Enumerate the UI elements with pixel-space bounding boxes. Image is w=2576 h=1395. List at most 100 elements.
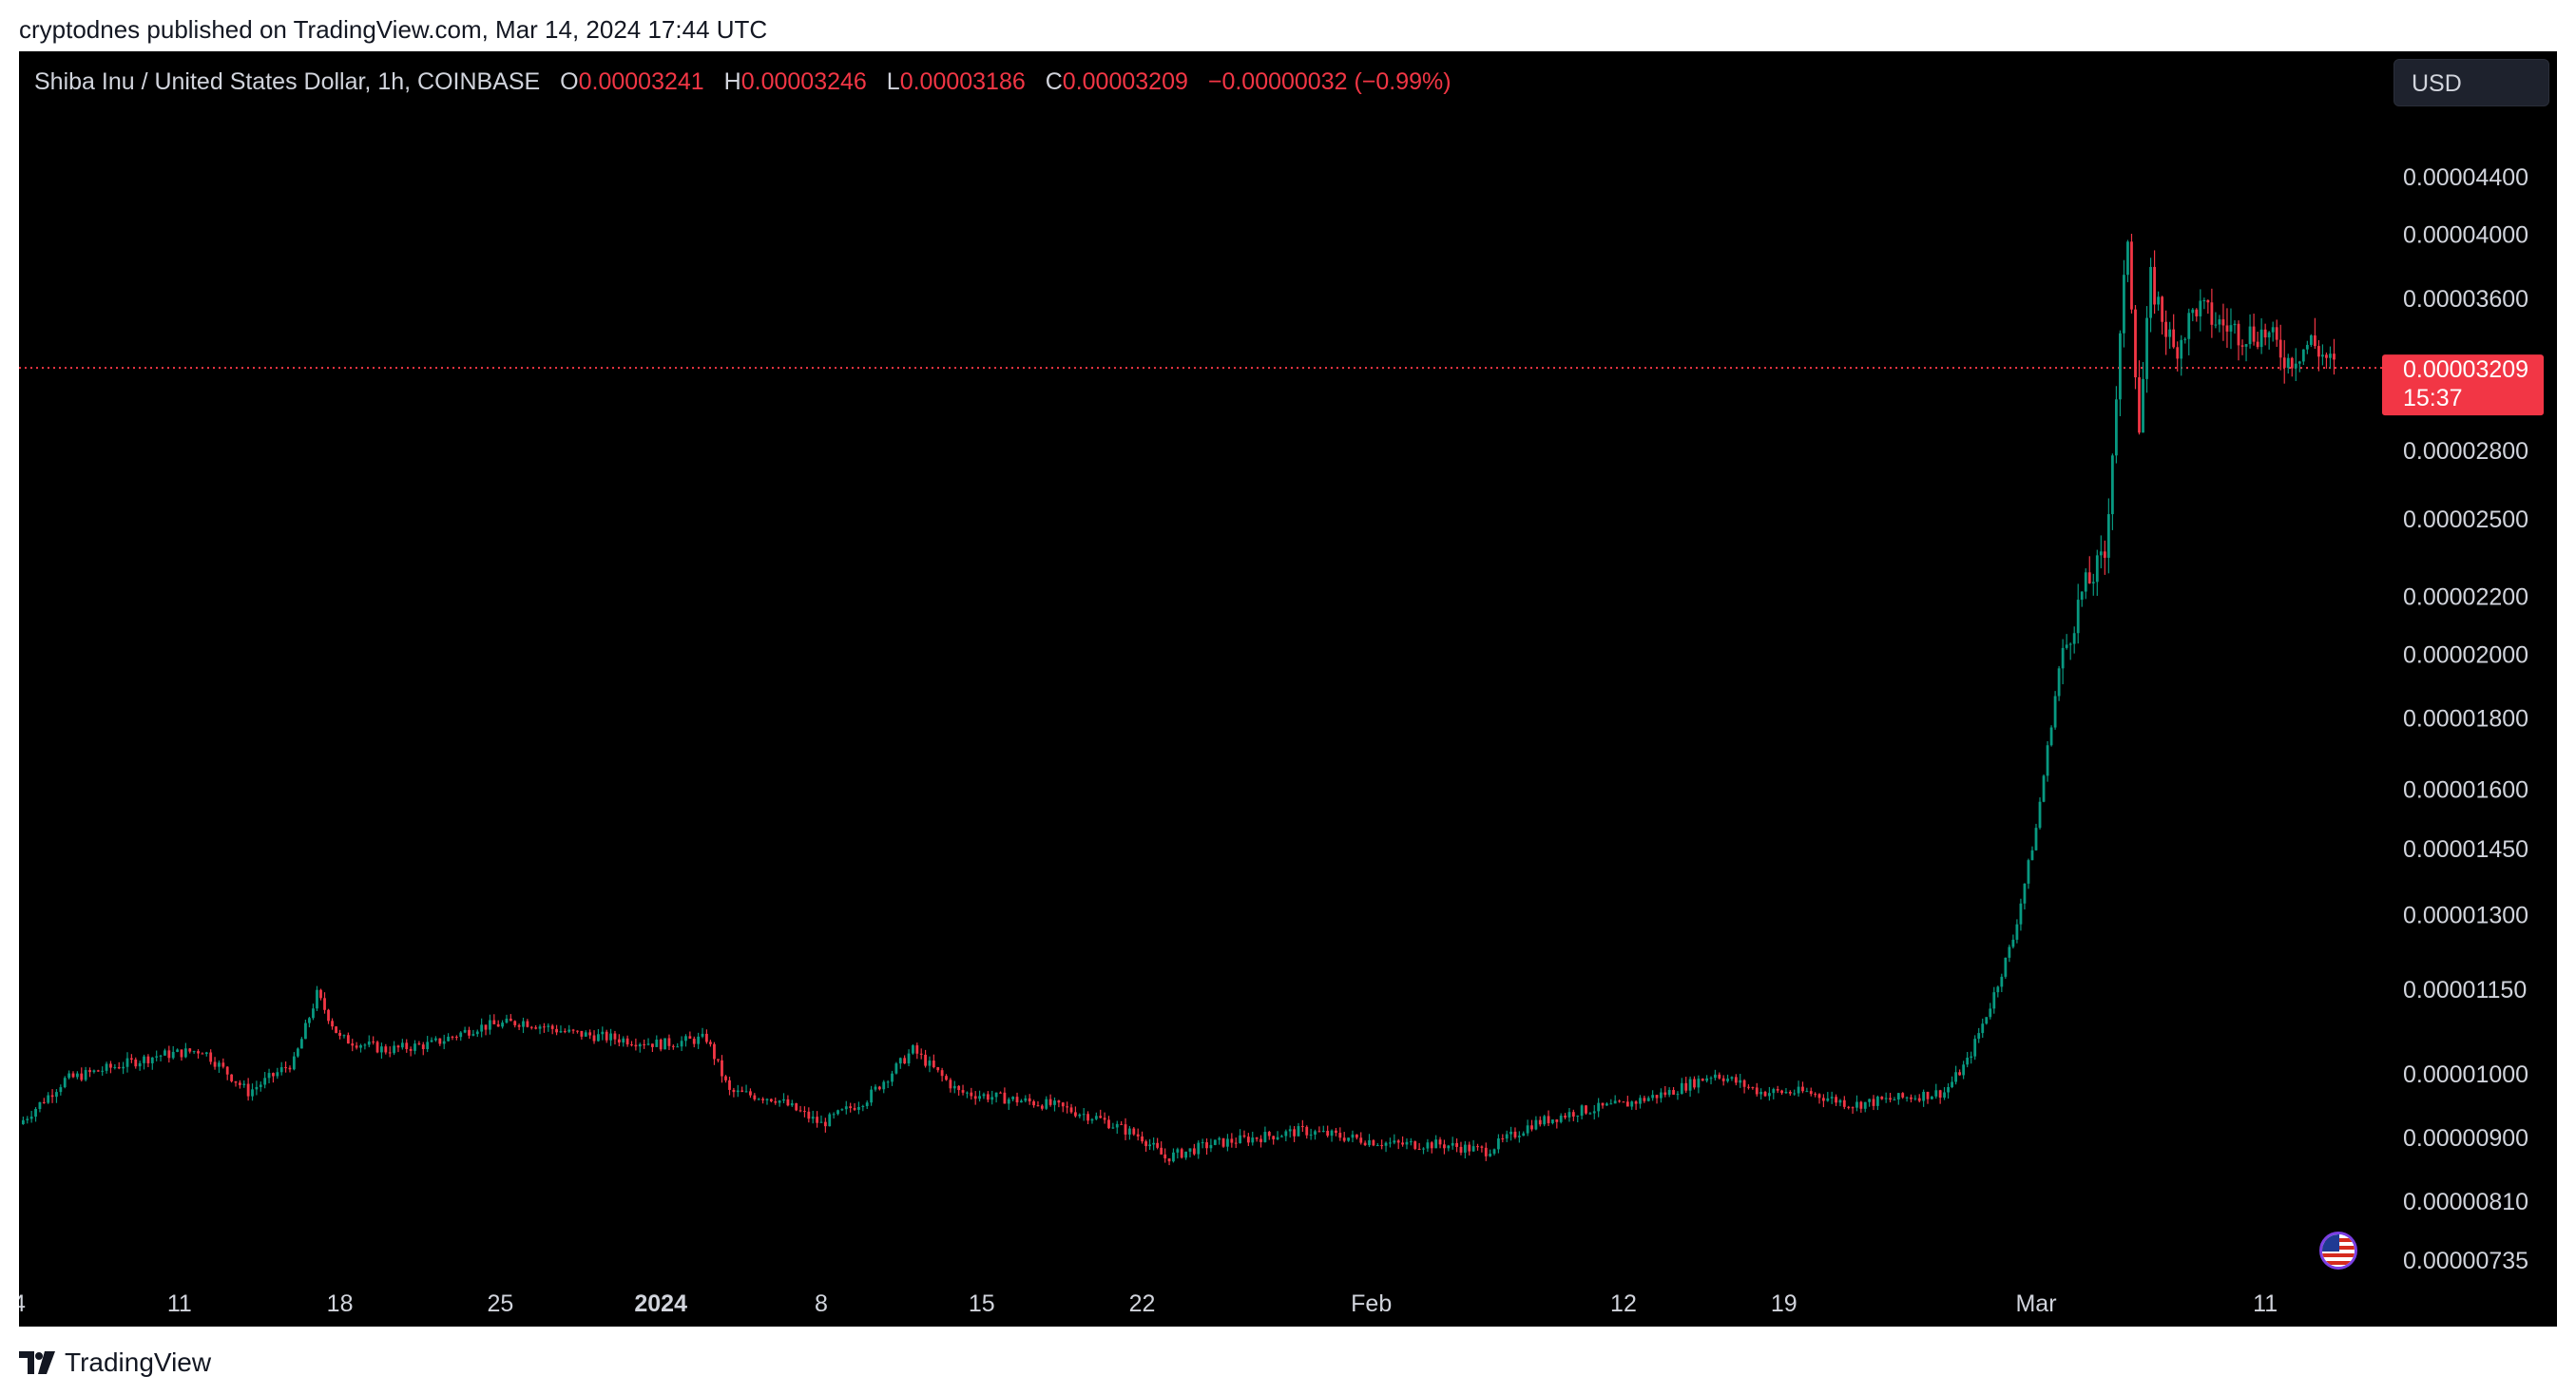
time-axis[interactable]: 4 11 18 25 2024 8 15 22 Feb 12 19 Mar 11 <box>19 1290 2278 1317</box>
x-tick-label: 15 <box>969 1290 995 1317</box>
candle-body <box>63 1078 67 1088</box>
candle-body <box>643 1043 646 1045</box>
candle-body <box>1417 1148 1421 1150</box>
candle-body <box>919 1053 923 1055</box>
candle-body <box>1835 1097 1837 1103</box>
candle-body <box>1513 1131 1517 1137</box>
candle-body <box>459 1032 463 1038</box>
y-tick-label: 0.00002800 <box>2403 438 2528 465</box>
candle-body <box>489 1020 491 1030</box>
candle-body <box>1872 1099 1875 1106</box>
candle-body <box>1826 1098 1830 1101</box>
candle-body <box>1992 992 1996 1009</box>
candle-body <box>454 1037 458 1039</box>
candle-body <box>2267 332 2271 338</box>
candle-body <box>480 1024 484 1032</box>
chart-panel[interactable]: 0.00004400 0.00004000 0.00003600 0.00002800… <box>19 51 2557 1327</box>
candle-body <box>697 1036 701 1044</box>
candle-body <box>2027 860 2030 884</box>
candle-body <box>1954 1072 1958 1082</box>
candle-body <box>1855 1101 1858 1108</box>
candle-body <box>1338 1133 1342 1138</box>
candle-body <box>2263 329 2267 338</box>
candle-body <box>1011 1097 1015 1099</box>
candle-body <box>1564 1116 1567 1118</box>
candle-body <box>1585 1105 1587 1114</box>
candle-body <box>1643 1098 1646 1101</box>
candle-body <box>2138 377 2141 433</box>
candle-body <box>1463 1144 1467 1153</box>
candle-body <box>1947 1086 1950 1093</box>
candle-body <box>1368 1139 1371 1146</box>
candle-body <box>88 1070 91 1073</box>
candle-body <box>534 1027 538 1029</box>
candle-body <box>192 1051 196 1053</box>
candle-body <box>1305 1126 1309 1136</box>
candle-body <box>1321 1131 1325 1133</box>
y-tick-label: 0.00001150 <box>2403 977 2527 1003</box>
candle-body <box>613 1033 617 1040</box>
candle-body <box>1028 1098 1031 1102</box>
candle-body <box>29 1117 33 1119</box>
candle-body <box>1090 1118 1094 1121</box>
candle-body <box>1246 1137 1250 1143</box>
candle-body <box>55 1092 58 1098</box>
candle-countdown: 15:37 <box>2403 385 2463 411</box>
candle-body <box>1989 1008 1992 1018</box>
candle-body <box>1160 1147 1163 1155</box>
candle-body <box>92 1070 96 1073</box>
candle-body <box>970 1092 973 1097</box>
candle-body <box>2119 333 2122 400</box>
candle-body <box>1530 1125 1533 1130</box>
tradingview-logo[interactable]: TradingView <box>19 1347 211 1378</box>
y-tick-label: 0.00003600 <box>2403 286 2528 313</box>
candle-body <box>201 1053 204 1055</box>
candle-body <box>828 1114 832 1127</box>
candle-body <box>327 1009 330 1022</box>
candle-body <box>2046 745 2049 776</box>
candle-body <box>372 1041 375 1043</box>
candle-body <box>259 1084 262 1087</box>
candle-body <box>765 1099 769 1100</box>
candle-body <box>853 1108 856 1110</box>
candle-body <box>255 1086 259 1090</box>
candle-body <box>2282 357 2286 369</box>
price-axis[interactable]: 0.00004400 0.00004000 0.00003600 0.00002800… <box>2403 164 2528 1274</box>
candle-body <box>1660 1092 1663 1099</box>
candle-body <box>1476 1146 1479 1148</box>
candle-body <box>688 1036 692 1040</box>
candle-body <box>113 1066 117 1068</box>
x-tick-label: 2024 <box>634 1290 687 1317</box>
candle-body <box>684 1036 687 1041</box>
candle-body <box>1893 1099 1896 1101</box>
candle-body <box>1144 1141 1147 1147</box>
candle-body <box>421 1044 425 1049</box>
candle-body <box>1734 1077 1738 1083</box>
candle-body <box>296 1048 299 1057</box>
candle-body <box>1793 1093 1797 1095</box>
x-tick-label: 11 <box>2253 1290 2278 1317</box>
currency-button[interactable]: USD <box>2393 59 2549 106</box>
candle-body <box>1074 1112 1077 1117</box>
candle-body <box>1962 1064 1966 1076</box>
candle-body <box>2084 572 2087 592</box>
candle-body <box>2149 266 2152 318</box>
candle-body <box>1326 1131 1330 1137</box>
candle-body <box>601 1031 605 1035</box>
candle-body <box>1239 1135 1241 1143</box>
candle-body <box>209 1052 213 1062</box>
candle-body <box>1255 1137 1259 1139</box>
candle-body <box>1697 1079 1701 1088</box>
candle-body <box>117 1066 121 1069</box>
us-flag-icon[interactable] <box>2319 1232 2357 1270</box>
candle-body <box>2091 582 2095 583</box>
candle-body <box>267 1073 271 1079</box>
symbol-title[interactable]: Shiba Inu / United States Dollar, 1h, CO… <box>34 68 541 95</box>
candle-body <box>844 1106 848 1110</box>
candle-body <box>1655 1095 1659 1099</box>
tradingview-brand-text: TradingView <box>65 1347 212 1377</box>
candle-body <box>38 1101 42 1110</box>
candle-body <box>388 1052 392 1054</box>
candle-body <box>1230 1138 1234 1143</box>
price-chart[interactable]: 0.00004400 0.00004000 0.00003600 0.00002800… <box>19 51 2557 1327</box>
